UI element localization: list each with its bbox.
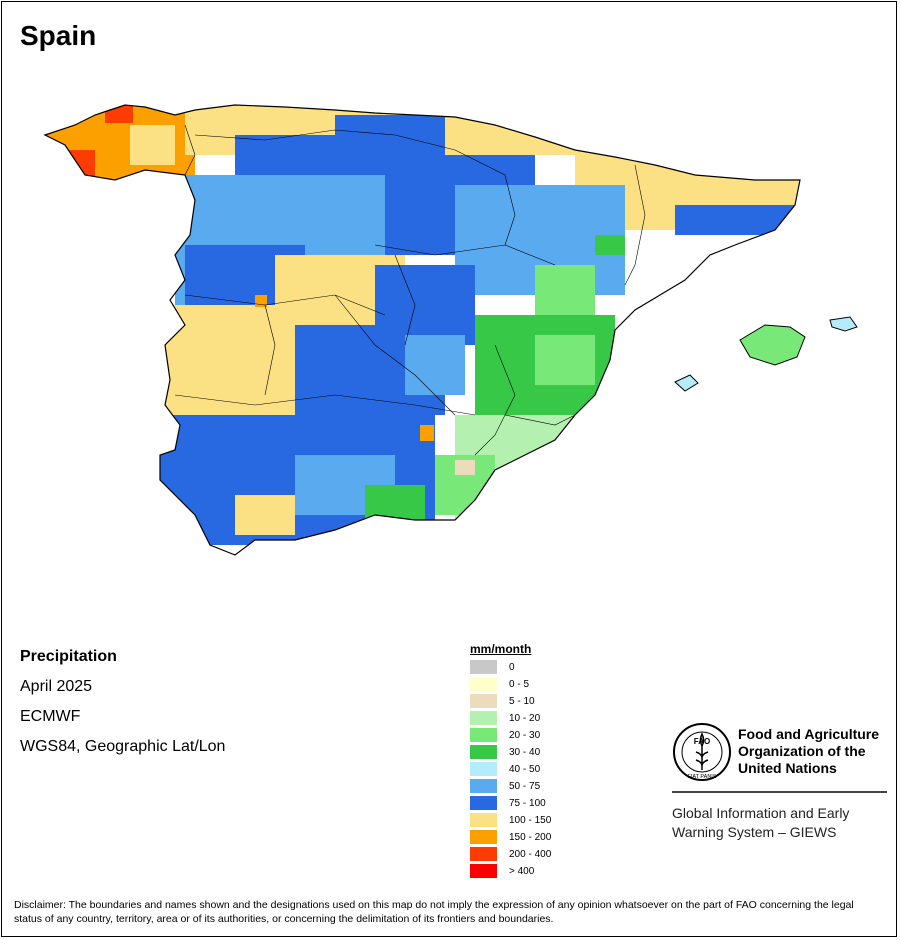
legend-label: 40 - 50 [509,763,541,775]
map-title: Spain [20,20,97,51]
legend-class: > 400 [470,864,534,878]
menorca [829,316,858,332]
precipitation-grid [45,105,800,545]
legend-swatch [470,762,497,776]
legend-label: 150 - 200 [509,831,552,843]
organization-name-line3: United Nations [738,760,837,776]
legend-class: 100 - 150 [470,813,551,827]
precip-zone-galicia-max [55,150,95,195]
fao-logo-text: FAO [694,737,710,746]
precip-zone-catalonia [675,205,795,235]
precip-zone-valencia-south [535,335,595,385]
legend-label: 10 - 20 [509,712,541,724]
legend-swatch [470,660,497,674]
legend-swatch [470,711,497,725]
region-borders [174,124,646,456]
legend-class: 30 - 40 [470,745,540,759]
legend-label: 50 - 75 [509,780,541,792]
system-name: Global Information and Early Warning Sys… [672,804,892,842]
legend-label: 100 - 150 [509,814,552,826]
organization-name: Food and Agriculture Organization of the… [738,726,898,777]
legend-class: 20 - 30 [470,728,540,742]
projection-label: WGS84, Geographic Lat/Lon [20,738,226,755]
variable-label: Precipitation [20,648,117,665]
precip-zone-almeria-dry [455,460,475,475]
legend-class: 0 - 5 [470,677,529,691]
legend-swatch [470,677,497,691]
fao-logo-motto: FIAT PANIS [687,774,716,780]
legend-label: 20 - 30 [509,729,541,741]
legend-class: 200 - 400 [470,847,551,861]
country-border [43,104,801,556]
precip-zone-south-coast [365,485,425,525]
precip-zone-galicia-inland [130,125,175,165]
precip-zone-cadiz [235,495,295,535]
legend-label: 0 [509,661,515,673]
legend-class: 50 - 75 [470,779,540,793]
legend-class: 40 - 50 [470,762,540,776]
legend-swatch [470,694,497,708]
source-label: ECMWF [20,708,81,725]
precip-zone-jaen-cell [420,425,434,441]
precip-zone-galicia-coast [105,105,133,123]
precip-zone-upper-ebro [335,115,445,160]
legend-swatch [470,813,497,827]
precip-zone-teruel-north [595,235,625,255]
legend-class: 5 - 10 [470,694,535,708]
legend-label: 0 - 5 [509,678,530,690]
mallorca [739,324,806,366]
system-name-line1: Global Information and Early [672,805,850,821]
precip-zone-extremadura [165,305,295,425]
disclaimer: Disclaimer: The boundaries and names sho… [14,899,854,925]
legend-title: mm/month [470,642,532,656]
system-name-line2: Warning System – GIEWS [672,824,837,840]
legend-swatch [470,847,497,861]
legend-label: 75 - 100 [509,797,546,809]
fao-logo: FAO FIAT PANIS [673,723,731,781]
legend-swatch [470,864,497,878]
boundaries [43,104,801,556]
organization-name-line1: Food and Agriculture [738,726,880,742]
map-legend: mm/month 0 0 - 5 5 - 10 10 - 20 20 - 30 30 - … [470,642,551,878]
balearic-islands [674,316,858,392]
organization-name-line2: Organization of the [738,743,866,759]
period-label: April 2025 [20,678,93,695]
legend-label: > 400 [509,865,535,877]
precip-zone-albacete [405,335,465,395]
divider [672,791,887,793]
legend-class: 150 - 200 [470,830,551,844]
legend-swatch [470,779,497,793]
legend-label: 30 - 40 [509,746,541,758]
legend-swatch [470,728,497,742]
legend-label: 200 - 400 [509,848,552,860]
legend-class: 0 [470,660,515,674]
legend-swatch [470,830,497,844]
legend-swatch [470,745,497,759]
legend-class: 10 - 20 [470,711,540,725]
precip-zone-cuenca [375,265,475,345]
legend-class: 75 - 100 [470,796,546,810]
legend-label: 5 - 10 [509,695,535,707]
precipitation-map [43,104,858,556]
ibiza [674,374,699,392]
legend-swatch [470,796,497,810]
